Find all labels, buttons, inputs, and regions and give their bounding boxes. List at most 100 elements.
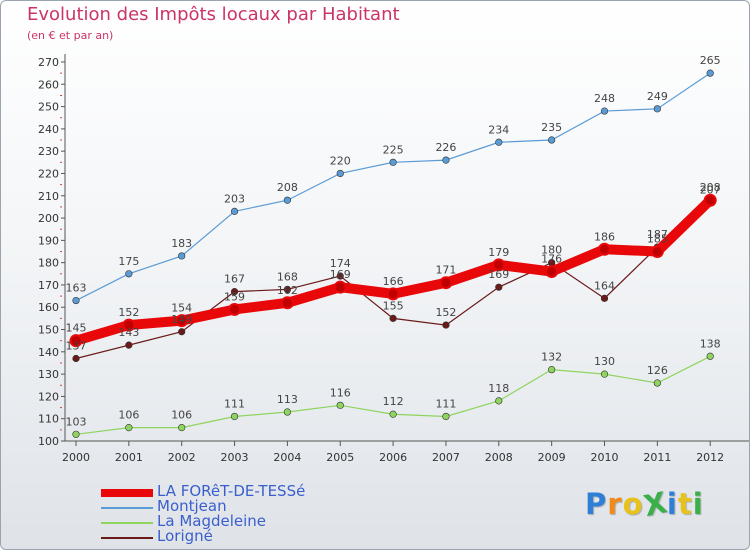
- data-label: 111: [224, 397, 245, 410]
- data-point: [706, 352, 714, 360]
- data-point: [125, 424, 133, 432]
- y-tick-label: 220: [38, 167, 59, 180]
- data-point: [389, 158, 397, 166]
- data-label: 168: [277, 270, 298, 283]
- data-point: [228, 302, 242, 316]
- logo-letter: i: [666, 487, 678, 521]
- data-label: 169: [488, 268, 509, 281]
- data-label: 203: [224, 192, 245, 205]
- data-point: [333, 280, 347, 294]
- data-point: [336, 169, 344, 178]
- data-point: [336, 272, 344, 280]
- data-point: [283, 196, 292, 204]
- x-tick-label: 2004: [273, 451, 301, 464]
- data-label: 130: [594, 355, 615, 368]
- data-point: [230, 288, 239, 296]
- data-label: 162: [277, 284, 298, 297]
- data-label: 143: [118, 326, 139, 339]
- data-label: 179: [488, 246, 509, 259]
- y-tick-label: 250: [38, 101, 59, 114]
- y-tick-label: 260: [38, 78, 59, 91]
- data-label: 226: [435, 141, 456, 154]
- data-point: [600, 294, 609, 302]
- legend-swatch: [101, 507, 153, 509]
- data-point: [72, 430, 80, 438]
- x-tick-label: 2009: [538, 451, 566, 464]
- data-point: [122, 318, 136, 332]
- data-label: 152: [435, 306, 456, 319]
- data-point: [386, 287, 400, 301]
- data-point: [545, 265, 559, 279]
- data-point: [72, 354, 80, 363]
- y-tick-label: 120: [38, 390, 59, 403]
- data-label: 164: [594, 279, 615, 292]
- data-label: 176: [541, 253, 562, 266]
- data-label: 183: [171, 237, 192, 250]
- x-tick-label: 2007: [432, 451, 460, 464]
- data-label: 111: [435, 397, 456, 410]
- x-tick-label: 2006: [379, 451, 407, 464]
- data-point: [280, 296, 294, 310]
- y-tick-label: 170: [38, 279, 59, 292]
- data-label: 126: [647, 364, 668, 377]
- logo-letter: P: [585, 487, 608, 521]
- data-label: 234: [488, 123, 509, 136]
- y-tick-label: 270: [38, 56, 59, 69]
- data-label: 174: [330, 257, 351, 270]
- data-point: [389, 410, 397, 418]
- logo-letter: X: [640, 484, 671, 524]
- data-label: 152: [118, 306, 139, 319]
- data-point: [178, 328, 186, 336]
- data-label: 138: [700, 337, 721, 350]
- data-point: [442, 156, 450, 164]
- data-point: [442, 321, 450, 329]
- data-point: [650, 245, 664, 258]
- data-label: 113: [277, 393, 298, 406]
- data-label: 112: [383, 395, 404, 408]
- y-tick-label: 150: [38, 324, 59, 337]
- data-point: [389, 314, 397, 322]
- data-point: [283, 285, 292, 294]
- logo-letter: t: [677, 487, 693, 521]
- x-tick-label: 2008: [485, 451, 513, 464]
- y-tick-label: 230: [38, 145, 59, 158]
- data-label: 265: [700, 54, 721, 67]
- y-tick-label: 100: [38, 435, 59, 448]
- chart-title: Evolution des Impôts locaux par Habitant: [27, 4, 400, 25]
- data-point: [548, 366, 556, 374]
- x-tick-label: 2000: [62, 451, 90, 464]
- data-label: 180: [541, 244, 562, 257]
- data-point: [495, 397, 503, 405]
- data-point: [125, 270, 133, 278]
- data-label: 207: [700, 183, 721, 196]
- data-label: 159: [224, 290, 245, 303]
- series-line: [75, 72, 711, 302]
- data-point: [69, 334, 83, 348]
- data-point: [653, 105, 661, 113]
- y-tick-label: 190: [38, 234, 59, 247]
- data-label: 163: [66, 282, 87, 295]
- data-label: 187: [647, 228, 668, 241]
- data-label: 154: [171, 302, 192, 315]
- x-tick-label: 2002: [168, 451, 196, 464]
- data-label: 118: [488, 382, 509, 395]
- x-tick-label: 2012: [696, 451, 724, 464]
- data-label: 169: [330, 268, 351, 281]
- data-point: [600, 370, 609, 378]
- data-point: [492, 258, 506, 272]
- data-point: [548, 136, 556, 144]
- data-label: 208: [700, 181, 721, 194]
- data-label: 208: [277, 181, 298, 194]
- data-label: 132: [541, 351, 562, 364]
- data-point: [175, 314, 189, 328]
- y-tick-label: 180: [38, 257, 59, 270]
- chart-subtitle: (en € et par an): [27, 29, 114, 42]
- data-label: 106: [171, 409, 192, 422]
- x-tick-label: 2005: [326, 451, 354, 464]
- data-label: 167: [224, 273, 245, 286]
- data-label: 225: [383, 143, 404, 156]
- y-tick-label: 110: [38, 413, 59, 426]
- data-label: 185: [647, 233, 668, 246]
